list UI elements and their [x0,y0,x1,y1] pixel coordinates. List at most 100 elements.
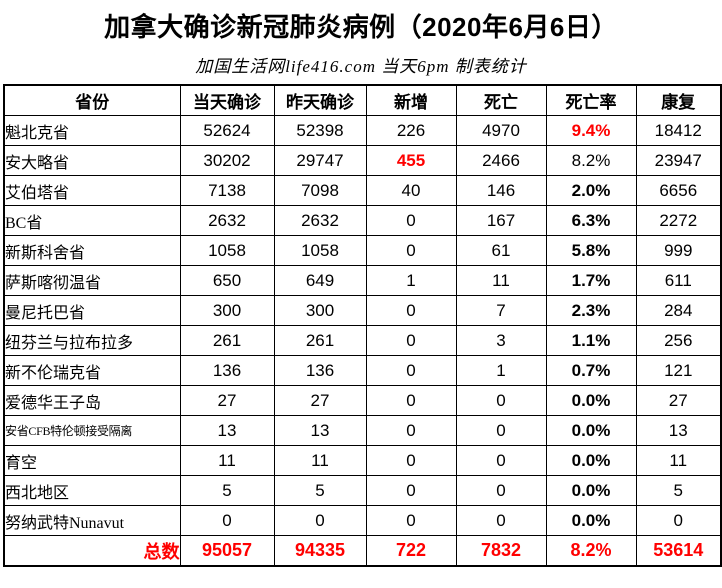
total-value-cell: 8.2% [545,535,637,567]
value-cell: 11 [273,445,367,476]
value-cell: 30202 [179,145,275,176]
value-cell: 261 [273,325,367,356]
value-cell: 0 [365,475,457,506]
covid-stats-table: 省份 当天确诊 昨天确诊 新增 死亡 死亡率 康复 魁北克省 52624 52398 226 497… [3,84,722,567]
value-cell: 0 [455,415,547,446]
value-cell: 0 [635,505,722,536]
total-value-cell: 7832 [455,535,547,567]
total-value-cell: 722 [365,535,457,567]
table-row: 安大略省 30202 29747 455 2466 8.2% 23947 [3,145,722,176]
value-cell: 4970 [455,115,547,146]
value-cell: 300 [179,295,275,326]
value-cell: 1 [455,355,547,386]
value-cell: 11 [455,265,547,296]
value-cell: 261 [179,325,275,356]
column-header-0: 省份 [3,84,181,116]
value-cell: 0 [365,385,457,416]
table-row: 新不伦瑞克省 136 136 0 1 0.7% 121 [3,355,722,386]
column-header-5: 死亡率 [545,84,637,116]
value-cell: 2272 [635,205,722,236]
value-cell: 0.7% [545,355,637,386]
column-header-1: 当天确诊 [179,84,275,116]
province-cell: 新不伦瑞克省 [3,355,181,386]
column-header-6: 康复 [635,84,722,116]
value-cell: 2.0% [545,175,637,206]
total-label-cell: 总数 [3,535,181,567]
province-cell: 安大略省 [3,145,181,176]
header-row: 省份 当天确诊 昨天确诊 新增 死亡 死亡率 康复 [3,84,722,116]
value-cell: 1.7% [545,265,637,296]
column-header-3: 新增 [365,84,457,116]
value-cell: 0.0% [545,385,637,416]
province-cell: 努纳武特Nunavut [3,505,181,536]
value-cell: 27 [635,385,722,416]
value-cell: 5.8% [545,235,637,266]
value-cell: 11 [635,445,722,476]
province-cell: 安省CFB特伦顿接受隔离 [3,415,181,446]
value-cell: 226 [365,115,457,146]
value-cell: 256 [635,325,722,356]
value-cell: 0.0% [545,415,637,446]
value-cell: 27 [179,385,275,416]
total-value-cell: 94335 [273,535,367,567]
value-cell: 7138 [179,175,275,206]
table-row: 育空 11 11 0 0 0.0% 11 [3,445,722,476]
table-row: 纽芬兰与拉布拉多 261 261 0 3 1.1% 256 [3,325,722,356]
value-cell: 11 [179,445,275,476]
value-cell: 7098 [273,175,367,206]
value-cell: 0.0% [545,505,637,536]
value-cell: 0 [455,475,547,506]
value-cell: 40 [365,175,457,206]
province-cell: 新斯科舍省 [3,235,181,266]
value-cell: 13 [273,415,367,446]
value-cell: 0 [365,505,457,536]
province-cell: BC省 [3,205,181,236]
province-cell: 萨斯喀彻温省 [3,265,181,296]
value-cell: 999 [635,235,722,266]
value-cell: 1058 [273,235,367,266]
table-body: 魁北克省 52624 52398 226 4970 9.4% 18412 安大略省 30202 2… [3,115,722,567]
value-cell: 121 [635,355,722,386]
value-cell: 167 [455,205,547,236]
province-cell: 纽芬兰与拉布拉多 [3,325,181,356]
value-cell: 136 [179,355,275,386]
value-cell: 0 [365,355,457,386]
value-cell: 1.1% [545,325,637,356]
value-cell: 18412 [635,115,722,146]
value-cell: 27 [273,385,367,416]
province-cell: 艾伯塔省 [3,175,181,206]
total-value-cell: 95057 [179,535,275,567]
value-cell: 0 [365,235,457,266]
value-cell: 5 [273,475,367,506]
value-cell: 3 [455,325,547,356]
value-cell: 0 [179,505,275,536]
value-cell: 649 [273,265,367,296]
total-value-cell: 53614 [635,535,722,567]
value-cell: 9.4% [545,115,637,146]
value-cell: 0.0% [545,445,637,476]
table-row: 安省CFB特伦顿接受隔离 13 13 0 0 0.0% 13 [3,415,722,446]
value-cell: 611 [635,265,722,296]
table-row: 魁北克省 52624 52398 226 4970 9.4% 18412 [3,115,722,146]
value-cell: 0 [365,445,457,476]
value-cell: 136 [273,355,367,386]
province-cell: 西北地区 [3,475,181,506]
value-cell: 23947 [635,145,722,176]
value-cell: 52624 [179,115,275,146]
total-row: 总数 95057 94335 722 7832 8.2% 53614 [3,535,722,567]
value-cell: 1 [365,265,457,296]
value-cell: 0 [273,505,367,536]
value-cell: 2632 [179,205,275,236]
table-row: 爱德华王子岛 27 27 0 0 0.0% 27 [3,385,722,416]
value-cell: 0 [455,505,547,536]
value-cell: 5 [635,475,722,506]
column-header-4: 死亡 [455,84,547,116]
table-row: 努纳武特Nunavut 0 0 0 0 0.0% 0 [3,505,722,536]
value-cell: 146 [455,175,547,206]
value-cell: 0 [365,415,457,446]
table-row: BC省 2632 2632 0 167 6.3% 2272 [3,205,722,236]
province-cell: 魁北克省 [3,115,181,146]
value-cell: 0.0% [545,475,637,506]
province-cell: 育空 [3,445,181,476]
